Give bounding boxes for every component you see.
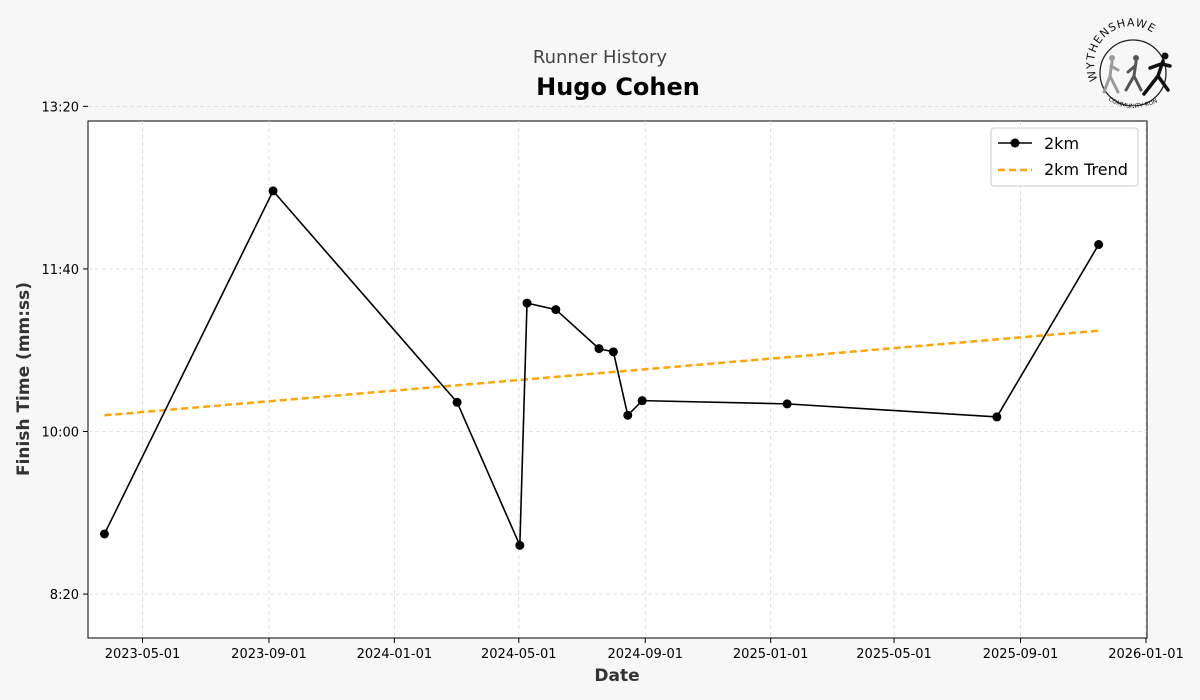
legend-marker-2km [1010,138,1020,148]
y-tick-label: 11:40 [42,263,79,278]
x-tick-label: 2024-01-01 [357,647,433,662]
axes: 2023-05-01 2023-09-01 2024-01-01 2024-05-01… [42,100,1184,662]
grid [88,105,1147,638]
runner-figure-light [1102,55,1120,94]
x-tick-label: 2025-05-01 [856,647,932,662]
runner-figure-dark [1142,52,1172,96]
runner-figure-mid [1124,55,1143,92]
x-tick-label: 2026-01-01 [1108,647,1184,662]
series [99,186,1104,550]
data-point [594,344,604,354]
y-tick-label: 10:00 [42,426,79,441]
plot-area [87,120,1148,639]
data-point [608,347,618,357]
data-point [99,529,109,539]
data-point [992,412,1002,422]
data-point [782,399,792,409]
data-point [515,540,525,550]
data-point [551,305,561,315]
x-tick-label: 2023-05-01 [105,647,181,662]
x-tick-label: 2023-09-01 [231,647,307,662]
data-point [1094,240,1104,250]
data-point [637,396,647,406]
x-tick-label: 2025-09-01 [983,647,1059,662]
x-axis-label: Date [594,666,639,686]
logo-text-bottom: COMMUNITY RUN [1107,96,1159,110]
legend: 2km 2km Trend [990,127,1139,187]
brand-logo: WYTHENSHAWE COMMUNITY RUN [1084,16,1172,110]
y-tick-label: 13:20 [42,100,79,115]
data-point [268,186,278,196]
legend-label-2km: 2km [1044,134,1079,153]
legend-label-trend: 2km Trend [1044,160,1128,179]
data-point [522,298,532,308]
chart-title: Hugo Cohen [536,73,700,101]
trend-line [104,329,1099,417]
y-tick-label: 8:20 [50,588,79,603]
data-point [623,410,633,420]
logo-text-top: WYTHENSHAWE [1084,16,1158,83]
x-tick-label: 2025-01-01 [733,647,809,662]
y-axis-label: Finish Time (mm:ss) [14,282,34,476]
data-point [452,397,462,407]
x-tick-label: 2024-05-01 [481,647,557,662]
chart-subtitle: Runner History [533,47,668,68]
x-tick-label: 2024-09-01 [607,647,683,662]
